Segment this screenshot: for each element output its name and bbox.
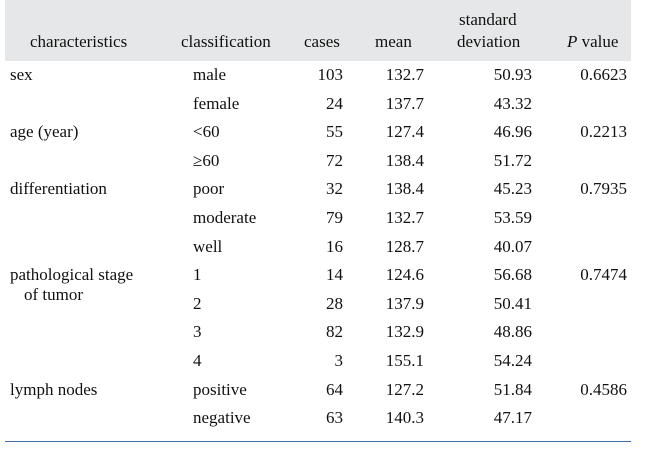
sd-cell: 50.41 — [493, 293, 532, 313]
sd-cell: 47.17 — [493, 408, 532, 428]
sd-cell: 50.93 — [493, 65, 532, 84]
group-label-line: sex — [10, 65, 33, 84]
sd-cell: 51.84 — [493, 379, 532, 399]
group-label: differentiation — [10, 179, 107, 199]
mean-cell: 155.1 — [385, 351, 424, 370]
group-label-line: pathological stage — [10, 265, 134, 285]
header-mean: mean — [375, 32, 412, 51]
cases-cell: 63 — [326, 408, 343, 428]
header-p-italic: P — [567, 32, 578, 51]
group-label: pathological stage of tumor — [10, 265, 133, 305]
table-header: characteristics classification cases mea… — [5, 0, 631, 61]
sd-cell: 45.23 — [493, 179, 532, 199]
header-std-line2: deviation — [457, 32, 521, 51]
classification-cell: <60 — [193, 122, 220, 142]
sd-cell: 53.59 — [493, 208, 532, 227]
sd-cell: 43.32 — [493, 93, 532, 113]
header-cases: cases — [304, 32, 340, 51]
group-label-line: differentiation — [10, 179, 107, 199]
group-label: sex — [10, 65, 33, 85]
cases-cell: 64 — [326, 379, 343, 399]
classification-cell: female — [193, 93, 240, 113]
mean-cell: 137.7 — [385, 93, 424, 113]
classification-cell: well — [193, 236, 223, 256]
sd-cell: 40.07 — [493, 236, 532, 256]
p-value-cell: 0.2213 — [580, 122, 627, 142]
cases-cell: 82 — [326, 322, 343, 342]
group-label: age (year) — [10, 122, 78, 142]
data-table: characteristics classification cases mea… — [5, 0, 631, 458]
mean-cell: 138.4 — [385, 150, 424, 170]
sd-cell: 51.72 — [493, 150, 532, 170]
cases-cell: 14 — [326, 265, 343, 285]
p-value-cell: 0.7474 — [580, 265, 627, 285]
mean-cell: 132.9 — [385, 322, 424, 342]
mean-cell: 132.7 — [385, 208, 424, 227]
header-std-line1: standard — [459, 10, 517, 29]
cases-cell: 79 — [326, 208, 343, 227]
classification-cell: 1 — [193, 265, 202, 285]
mean-cell: 127.2 — [385, 379, 424, 399]
header-classification: classification — [181, 32, 271, 51]
bottom-rule — [5, 441, 631, 442]
cases-cell: 103 — [317, 65, 344, 84]
group-label-line: lymph nodes — [10, 379, 98, 399]
cases-cell: 24 — [326, 93, 343, 113]
classification-cell: moderate — [193, 208, 257, 227]
classification-cell: 2 — [193, 293, 202, 313]
group-label: lymph nodes — [10, 380, 97, 400]
mean-cell: 138.4 — [385, 179, 424, 199]
mean-cell: 137.9 — [385, 293, 424, 313]
classification-cell: 4 — [193, 351, 202, 370]
cases-cell: 32 — [326, 179, 343, 199]
group-label-line: of tumor — [24, 285, 84, 305]
header-p-rest: value — [577, 32, 619, 51]
header-p-value: P value — [567, 32, 618, 52]
sd-cell: 46.96 — [493, 122, 532, 142]
mean-cell: 124.6 — [385, 265, 424, 285]
p-value-cell: 0.7935 — [580, 179, 627, 199]
mean-cell: 128.7 — [385, 236, 424, 256]
classification-cell: ≥60 — [193, 150, 220, 170]
cases-cell: 16 — [326, 236, 343, 256]
classification-cell: negative — [193, 408, 251, 428]
cases-cell: 55 — [326, 122, 343, 142]
cases-cell: 3 — [334, 351, 344, 370]
classification-cell: positive — [193, 379, 247, 399]
cases-cell: 28 — [326, 293, 343, 313]
p-value-cell: 0.6623 — [580, 65, 627, 84]
mean-cell: 140.3 — [385, 408, 424, 428]
sd-cell: 56.68 — [493, 265, 532, 285]
classification-cell: poor — [193, 179, 225, 199]
mean-cell: 132.7 — [385, 65, 424, 84]
group-label-line: age (year) — [10, 122, 79, 142]
cases-cell: 72 — [326, 150, 343, 170]
sd-cell: 54.24 — [493, 351, 532, 370]
p-value-cell: 0.4586 — [580, 379, 627, 399]
classification-cell: 3 — [193, 322, 202, 342]
classification-cell: male — [193, 65, 227, 84]
mean-cell: 127.4 — [385, 122, 424, 142]
sd-cell: 48.86 — [493, 322, 532, 342]
header-characteristics: characteristics — [30, 32, 128, 51]
